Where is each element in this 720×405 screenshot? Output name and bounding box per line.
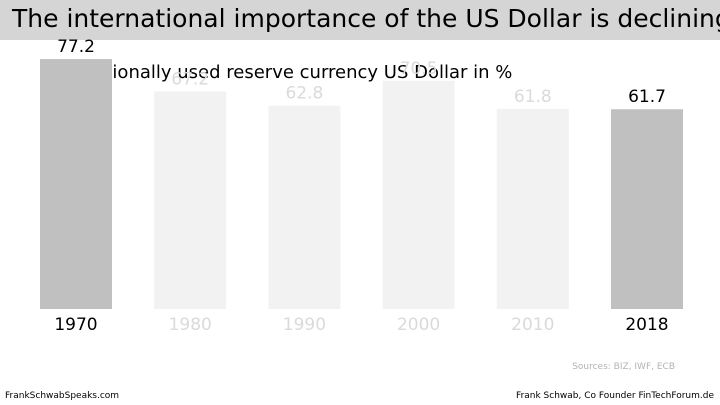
bar-2018 [611, 109, 683, 309]
value-label-1980: 67.2 [171, 69, 209, 89]
value-label-1970: 77.2 [57, 37, 95, 57]
page-title: The international importance of the US D… [12, 4, 720, 33]
value-label-2000: 70.5 [400, 59, 438, 79]
chart-title: Internationally used reserve currency US… [41, 62, 513, 83]
title-band [0, 0, 720, 40]
category-label-2010: 2010 [511, 315, 554, 335]
category-label-1980: 1980 [169, 315, 212, 335]
category-label-1990: 1990 [283, 315, 326, 335]
category-label-1970: 1970 [54, 315, 97, 335]
category-label-2000: 2000 [397, 315, 440, 335]
bar-1970 [40, 59, 112, 309]
bar-1980 [154, 91, 227, 309]
bar-1990 [268, 105, 341, 309]
value-label-2010: 61.8 [514, 87, 552, 107]
bar-2010 [496, 108, 569, 309]
sources-note: Sources: BIZ, IWF, ECB [572, 362, 675, 372]
bar-2000 [382, 80, 455, 309]
footer-website: FrankSchwabSpeaks.com [5, 391, 120, 401]
footer-author: Frank Schwab, Co Founder FinTechForum.de [516, 391, 714, 401]
category-label-2018: 2018 [625, 315, 668, 335]
value-label-2018: 61.7 [628, 87, 666, 107]
value-label-1990: 62.8 [285, 84, 323, 104]
